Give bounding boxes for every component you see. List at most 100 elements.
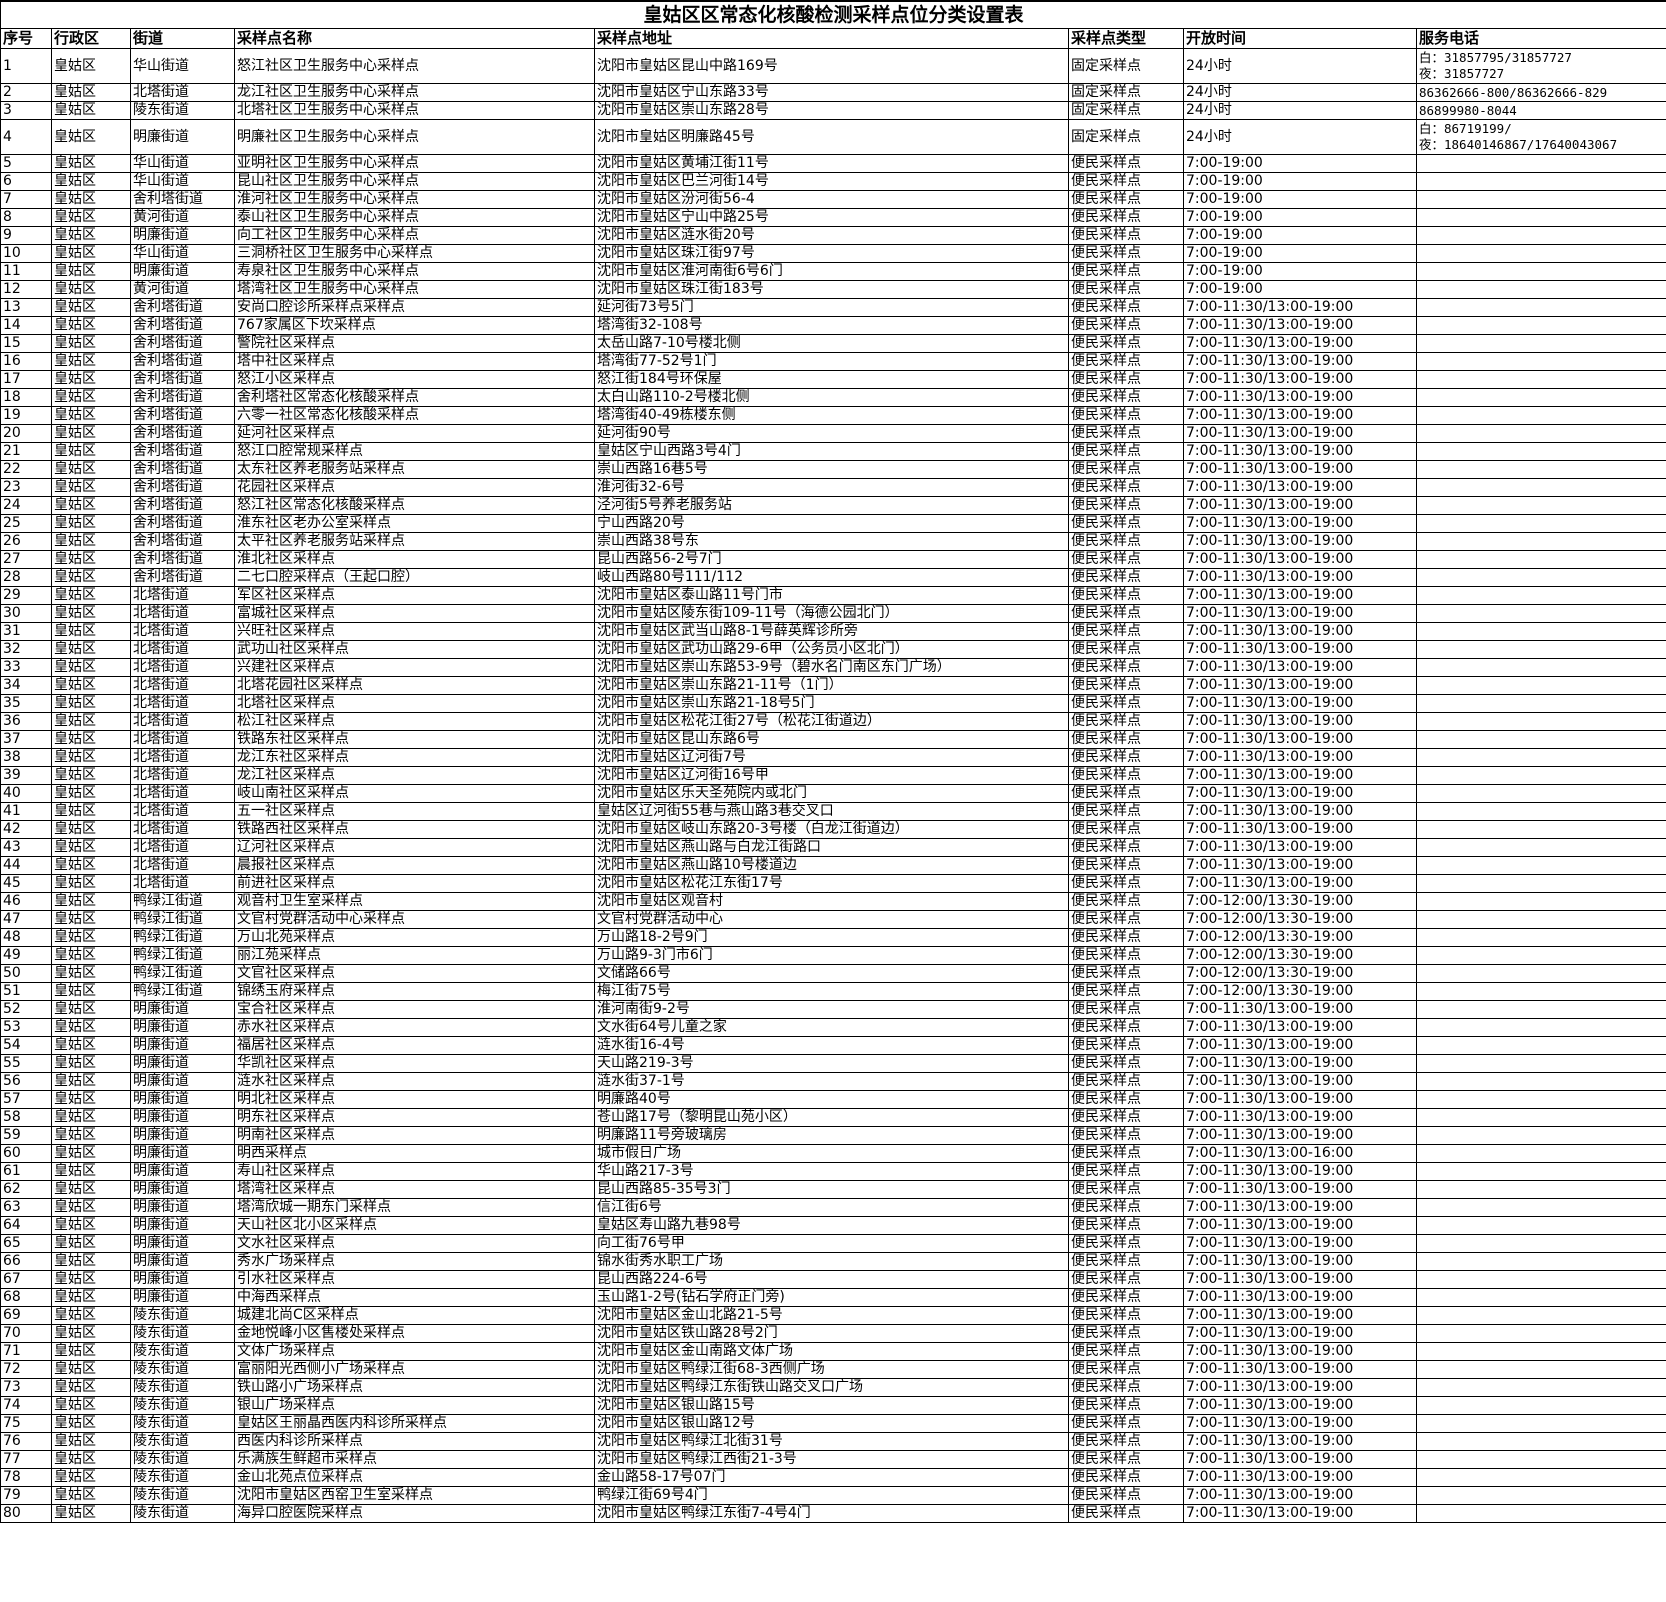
table-row: 7 皇姑区 舍利塔街道 淮河社区卫生服务中心采样点 沈阳市皇姑区汾河街56-4 便民采样点…: [0, 190, 1666, 209]
cell-site-name: 怒江社区卫生服务中心采样点: [234, 48, 595, 84]
table-row: 61 皇姑区 明廉街道 寿山社区采样点 华山路217-3号 便民采样点 7:00-11:30…: [0, 1162, 1666, 1181]
cell-index: 47: [0, 910, 52, 929]
cell-site-type: 便民采样点: [1068, 208, 1184, 227]
cell-phone: [1415, 442, 1666, 461]
sheet-title: 皇姑区区常态化核酸检测采样点位分类设置表: [0, 0, 1666, 29]
cell-site-type: 便民采样点: [1068, 352, 1184, 371]
cell-site-name: 兴旺社区采样点: [234, 622, 595, 641]
cell-street: 北塔街道: [130, 730, 235, 749]
cell-district: 皇姑区: [51, 874, 131, 893]
cell-site-type: 便民采样点: [1068, 1450, 1184, 1469]
cell-phone: [1415, 730, 1666, 749]
cell-site-type: 便民采样点: [1068, 1054, 1184, 1073]
cell-street: 陵东街道: [130, 1504, 235, 1523]
cell-street: 舍利塔街道: [130, 442, 235, 461]
cell-site-type: 便民采样点: [1068, 838, 1184, 857]
cell-site-name: 金地悦峰小区售楼处采样点: [234, 1324, 595, 1343]
cell-address: 沈阳市皇姑区辽河街16号甲: [594, 766, 1069, 785]
table-row: 16 皇姑区 舍利塔街道 塔中社区采样点 塔湾街77-52号1门 便民采样点 7:00-11…: [0, 352, 1666, 371]
table-row: 6 皇姑区 华山街道 昆山社区卫生服务中心采样点 沈阳市皇姑区巴兰河街14号 便民采样点 7…: [0, 172, 1666, 191]
table-row: 77 皇姑区 陵东街道 乐满族生鲜超市采样点 沈阳市皇姑区鸭绿江西街21-3号 便民采样点…: [0, 1450, 1666, 1469]
table-row: 11 皇姑区 明廉街道 寿泉社区卫生服务中心采样点 沈阳市皇姑区淮河南街6号6门 便民采样…: [0, 262, 1666, 281]
cell-phone: [1415, 496, 1666, 515]
cell-address: 沈阳市皇姑区燕山路与白龙江街路口: [594, 838, 1069, 857]
cell-hours: 7:00-11:30/13:00-19:00: [1183, 856, 1417, 875]
cell-site-type: 便民采样点: [1068, 334, 1184, 353]
cell-address: 皇姑区宁山西路3号4门: [594, 442, 1069, 461]
cell-district: 皇姑区: [51, 1000, 131, 1019]
table-row: 73 皇姑区 陵东街道 铁山路小广场采样点 沈阳市皇姑区鸭绿江东街铁山路交叉口广场 便民采…: [0, 1378, 1666, 1397]
cell-site-name: 怒江小区采样点: [234, 370, 595, 389]
cell-phone: [1415, 1018, 1666, 1037]
table-row: 69 皇姑区 陵东街道 城建北尚C区采样点 沈阳市皇姑区金山北路21-5号 便民采样点 7:…: [0, 1306, 1666, 1325]
cell-address: 明廉路40号: [594, 1090, 1069, 1109]
cell-address: 延河街73号5门: [594, 298, 1069, 317]
cell-index: 76: [0, 1432, 52, 1451]
cell-street: 北塔街道: [130, 856, 235, 875]
cell-site-name: 天山社区北小区采样点: [234, 1216, 595, 1235]
cell-hours: 7:00-11:30/13:00-19:00: [1183, 496, 1417, 515]
cell-site-type: 便民采样点: [1068, 298, 1184, 317]
cell-site-name: 万山北苑采样点: [234, 928, 595, 947]
cell-site-name: 北塔社区采样点: [234, 694, 595, 713]
cell-district: 皇姑区: [51, 496, 131, 515]
cell-phone: [1415, 712, 1666, 731]
cell-district: 皇姑区: [51, 1432, 131, 1451]
table-row: 79 皇姑区 陵东街道 沈阳市皇姑区西窑卫生室采样点 鸭绿江街69号4门 便民采样点 7:0…: [0, 1486, 1666, 1505]
cell-phone: [1415, 856, 1666, 875]
cell-address: 崇山西路38号东: [594, 532, 1069, 551]
cell-phone: [1415, 1162, 1666, 1181]
cell-street: 鸭绿江街道: [130, 892, 235, 911]
cell-hours: 7:00-11:30/13:00-19:00: [1183, 1018, 1417, 1037]
cell-district: 皇姑区: [51, 262, 131, 281]
cell-hours: 7:00-11:30/13:00-19:00: [1183, 1036, 1417, 1055]
cell-hours: 7:00-11:30/13:00-19:00: [1183, 568, 1417, 587]
cell-index: 12: [0, 280, 52, 299]
cell-street: 舍利塔街道: [130, 460, 235, 479]
cell-street: 明廉街道: [130, 226, 235, 245]
cell-district: 皇姑区: [51, 298, 131, 317]
cell-phone: [1415, 820, 1666, 839]
cell-phone: [1415, 982, 1666, 1001]
cell-street: 舍利塔街道: [130, 190, 235, 209]
cell-hours: 7:00-11:30/13:00-19:00: [1183, 658, 1417, 677]
cell-street: 明廉街道: [130, 1234, 235, 1253]
cell-phone: [1415, 244, 1666, 263]
table-row: 67 皇姑区 明廉街道 引水社区采样点 昆山西路224-6号 便民采样点 7:00-11:3…: [0, 1270, 1666, 1289]
cell-index: 66: [0, 1252, 52, 1271]
cell-hours: 7:00-19:00: [1183, 208, 1417, 227]
cell-phone: [1415, 1072, 1666, 1091]
cell-street: 北塔街道: [130, 784, 235, 803]
cell-hours: 7:00-11:30/13:00-19:00: [1183, 1396, 1417, 1415]
cell-site-type: 便民采样点: [1068, 460, 1184, 479]
cell-site-type: 固定采样点: [1068, 83, 1184, 102]
cell-phone: [1415, 784, 1666, 803]
cell-district: 皇姑区: [51, 1504, 131, 1523]
cell-hours: 7:00-11:30/13:00-19:00: [1183, 532, 1417, 551]
cell-address: 塔湾街77-52号1门: [594, 352, 1069, 371]
cell-street: 北塔街道: [130, 640, 235, 659]
cell-address: 沈阳市皇姑区崇山东路53-9号（碧水名门南区东门广场）: [594, 658, 1069, 677]
cell-street: 明廉街道: [130, 1252, 235, 1271]
cell-address: 沈阳市皇姑区巴兰河街14号: [594, 172, 1069, 191]
cell-phone: [1415, 1360, 1666, 1379]
cell-district: 皇姑区: [51, 514, 131, 533]
cell-site-type: 便民采样点: [1068, 478, 1184, 497]
cell-phone: [1415, 1054, 1666, 1073]
cell-hours: 7:00-11:30/13:00-19:00: [1183, 604, 1417, 623]
cell-hours: 7:00-11:30/13:00-19:00: [1183, 1000, 1417, 1019]
cell-address: 沈阳市皇姑区金山北路21-5号: [594, 1306, 1069, 1325]
cell-phone: [1415, 964, 1666, 983]
table-row: 33 皇姑区 北塔街道 兴建社区采样点 沈阳市皇姑区崇山东路53-9号（碧水名门南区东门…: [0, 658, 1666, 677]
cell-district: 皇姑区: [51, 1198, 131, 1217]
table-row: 56 皇姑区 明廉街道 涟水社区采样点 涟水街37-1号 便民采样点 7:00-11:30/…: [0, 1072, 1666, 1091]
table-row: 58 皇姑区 明廉街道 明东社区采样点 苍山路17号（黎明昆山苑小区） 便民采样点 7:00…: [0, 1108, 1666, 1127]
cell-index: 42: [0, 820, 52, 839]
cell-address: 文水街64号儿童之家: [594, 1018, 1069, 1037]
cell-site-type: 便民采样点: [1068, 964, 1184, 983]
cell-street: 华山街道: [130, 172, 235, 191]
cell-site-name: 松江社区采样点: [234, 712, 595, 731]
cell-index: 23: [0, 478, 52, 497]
cell-hours: 7:00-19:00: [1183, 172, 1417, 191]
cell-hours: 7:00-11:30/13:00-19:00: [1183, 766, 1417, 785]
